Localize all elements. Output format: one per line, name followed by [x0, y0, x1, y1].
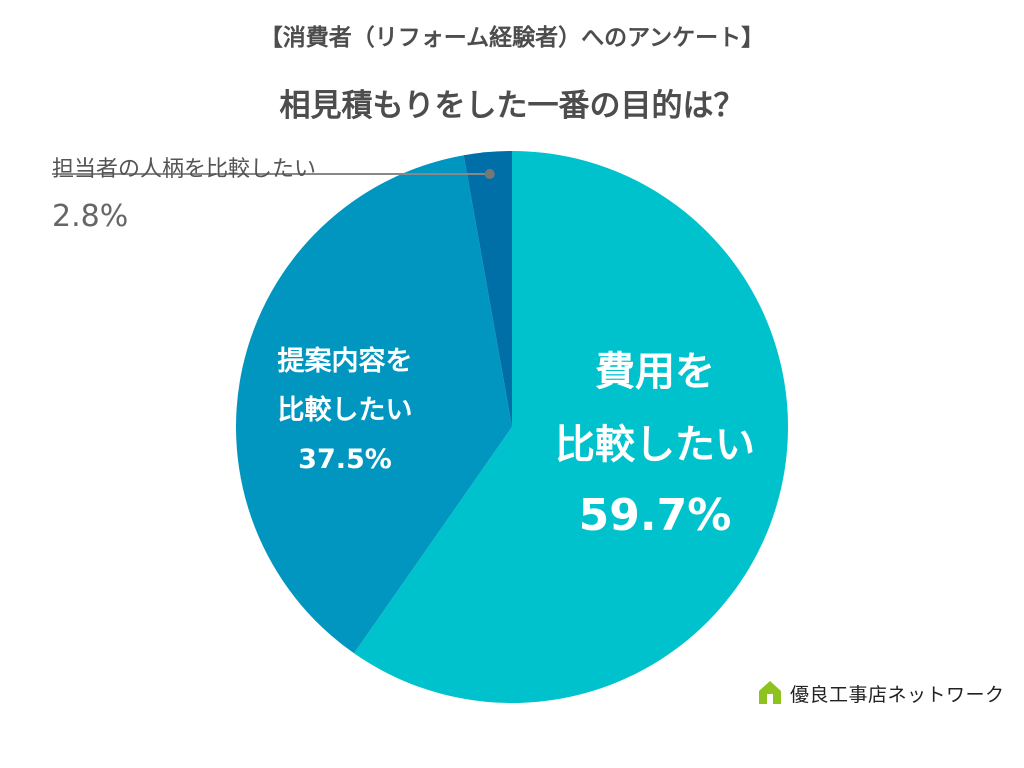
house-logo-icon — [759, 681, 781, 704]
callout-value-label: 2.8% — [52, 199, 128, 234]
brand-name: 優良工事店ネットワーク — [790, 683, 1005, 706]
pie-slice-0 — [354, 151, 789, 704]
slice-label-line: 比較したい — [278, 394, 413, 426]
pie-slice-1 — [236, 155, 513, 654]
slice-value-label: 59.7% — [579, 490, 732, 541]
slice-label-line: 費用を — [595, 349, 715, 395]
pie-slice-2 — [463, 151, 512, 427]
slice-label-line: 提案内容を — [278, 345, 413, 377]
callout-dot — [484, 169, 495, 180]
chart-title: 【消費者（リフォーム経験者）へのアンケート】 — [259, 25, 765, 51]
callout-label: 担当者の人柄を比較したい — [52, 157, 316, 182]
brand-logo: 優良工事店ネットワーク — [756, 676, 1005, 710]
slice-value-label: 37.5% — [298, 444, 392, 475]
slice-label-line: 比較したい — [555, 422, 755, 468]
chart-subtitle: 相見積もりをした一番の目的は？ — [279, 88, 745, 124]
